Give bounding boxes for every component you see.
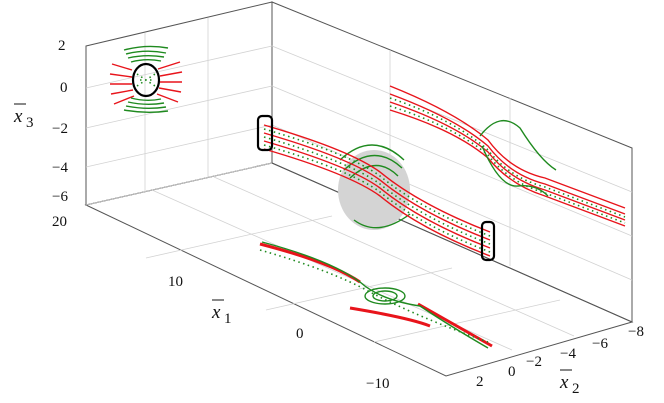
x1-tick-label: 20 — [52, 214, 67, 230]
x2-label-sub: 2 — [572, 381, 580, 397]
outlet-boundary — [480, 220, 496, 262]
x3-tick-label: 0 — [60, 80, 68, 96]
green-curve — [130, 59, 162, 63]
red-curve — [263, 124, 491, 233]
green-curve — [123, 45, 169, 51]
gridline — [85, 85, 273, 129]
gridline — [373, 299, 561, 343]
gridline — [213, 176, 575, 337]
x2-ticks: −8 −6 −4 −2 0 2 — [476, 324, 644, 390]
green-curve — [481, 145, 549, 197]
green-curve — [125, 50, 167, 55]
red-curve — [263, 132, 491, 241]
red-curve — [349, 306, 431, 328]
x3-axis-label: x 3 — [13, 103, 34, 131]
green-curve — [261, 241, 489, 349]
green-curve — [130, 97, 162, 101]
red-curve — [417, 302, 493, 348]
left-wall-projection — [109, 45, 183, 113]
x3-label-sub: 3 — [26, 115, 34, 131]
boundary-ellipse — [131, 62, 161, 98]
red-curve — [157, 61, 181, 70]
red-curve — [389, 85, 626, 209]
x2-tick-label: 0 — [508, 364, 516, 380]
green-dotted — [263, 136, 491, 245]
x1-tick-label: 10 — [168, 274, 183, 290]
x2-tick-label: −8 — [628, 324, 644, 340]
green-curve — [339, 144, 405, 161]
red-curve — [156, 93, 179, 103]
gridline — [265, 267, 453, 311]
inlet-boundary — [256, 114, 274, 152]
green-vortex — [372, 290, 398, 302]
green-dotted — [263, 128, 491, 237]
green-curve — [127, 101, 165, 105]
x3-label-main: x — [13, 106, 23, 127]
x1-ticks: 20 10 0 −10 — [52, 214, 389, 392]
green-curve — [123, 109, 169, 113]
green-curve — [343, 154, 403, 171]
red-curve — [159, 71, 183, 77]
red-curve — [113, 95, 135, 105]
green-dotted — [136, 73, 156, 87]
sphere — [338, 150, 410, 230]
floor-projection — [259, 241, 493, 349]
gridline — [85, 162, 273, 206]
red-curve — [389, 101, 626, 221]
back-wall-projection — [389, 85, 626, 227]
red-curve — [263, 148, 491, 257]
red-curve — [259, 242, 361, 284]
x1-axis-label: x 1 — [211, 299, 232, 327]
x2-label-main: x — [559, 372, 569, 393]
green-curve — [353, 213, 411, 229]
x3-ticks: 2 0 −2 −4 −6 — [52, 38, 68, 205]
x3-tick-label: −2 — [52, 121, 68, 137]
x3-tick-label: −4 — [52, 160, 68, 176]
x2-tick-label: −4 — [560, 346, 576, 362]
green-curve — [349, 164, 399, 179]
x3-tick-label: −6 — [52, 189, 68, 205]
red-curve — [109, 73, 133, 78]
x2-tick-label: 2 — [476, 374, 484, 390]
green-curve — [127, 55, 165, 59]
x1-tick-label: 0 — [296, 326, 304, 342]
x2-tick-label: −6 — [592, 336, 608, 352]
green-vortex — [364, 287, 406, 305]
gridline — [85, 124, 273, 168]
gridline — [271, 85, 633, 237]
red-curve — [263, 140, 491, 249]
x2-tick-label: −2 — [526, 354, 542, 370]
x2-axis-label: x 2 — [559, 369, 580, 397]
green-dotted — [259, 249, 489, 343]
red-curve — [389, 93, 626, 215]
gridline — [271, 45, 633, 193]
green-curve — [479, 119, 557, 171]
x1-tick-label: −10 — [366, 376, 389, 392]
green-dotted — [389, 105, 626, 224]
red-curve — [389, 109, 626, 227]
green-curve — [125, 105, 167, 109]
x3-tick-label: 2 — [58, 38, 66, 54]
x1-label-sub: 1 — [224, 311, 232, 327]
gridline — [145, 215, 333, 259]
gridline — [85, 45, 273, 89]
red-curve — [111, 63, 133, 71]
x1-label-main: x — [211, 302, 221, 323]
red-curve — [158, 87, 182, 93]
green-dotted — [263, 144, 491, 253]
red-curve — [110, 89, 134, 95]
main-tube — [256, 114, 496, 262]
